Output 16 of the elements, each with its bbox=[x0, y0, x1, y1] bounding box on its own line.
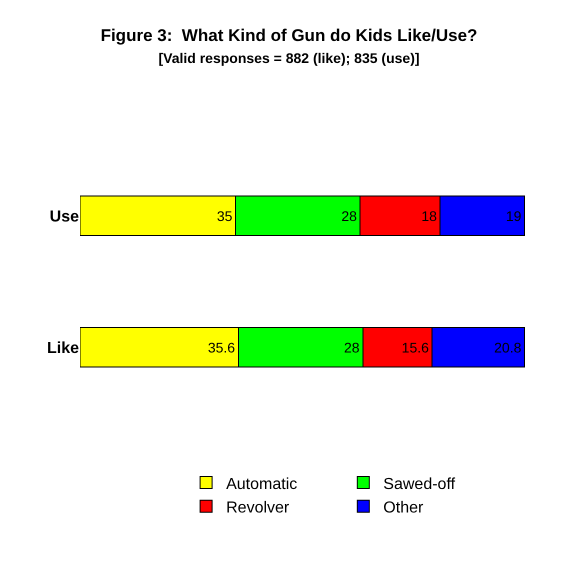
data-label: 18 bbox=[421, 208, 438, 224]
chart-subtitle: [Valid responses = 882 (like); 835 (use)] bbox=[158, 50, 420, 66]
data-label: 19 bbox=[506, 208, 522, 224]
data-label: 20.8 bbox=[494, 339, 522, 356]
data-label: 28 bbox=[341, 208, 358, 224]
legend-label: Other bbox=[383, 500, 424, 517]
chart-title: Figure 3: What Kind of Gun do Kids Like/Use? bbox=[100, 26, 478, 45]
data-label: 28 bbox=[344, 339, 360, 356]
legend-label: Revolver bbox=[226, 500, 290, 517]
legend-label: Sawed-off bbox=[383, 476, 456, 493]
y-tick-label: Like bbox=[46, 340, 80, 357]
y-tick-label: Use bbox=[50, 208, 80, 226]
data-label: 35 bbox=[216, 208, 233, 224]
data-label: 35.6 bbox=[208, 339, 236, 356]
legend-label: Automatic bbox=[226, 476, 298, 493]
data-label: 15.6 bbox=[402, 339, 430, 356]
